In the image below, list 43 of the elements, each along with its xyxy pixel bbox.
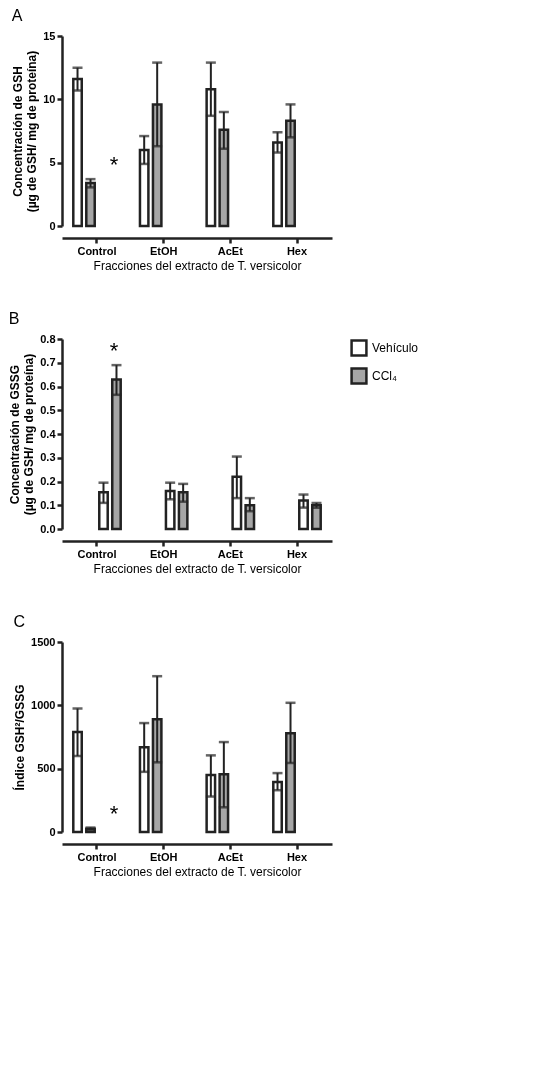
y-axis-title: Concentración de GSSG (µg de GSH/ mg de proteína)	[8, 353, 37, 516]
chart-title: A	[11, 7, 23, 24]
x-tick-label: AcEt	[217, 547, 244, 560]
x-axis-title: Fracciones del extracto de T. versicolor	[93, 864, 302, 879]
x-tick-label: EtOH	[149, 547, 178, 560]
y-tick-label: 0.3	[40, 451, 56, 464]
chart-title: C	[13, 613, 26, 630]
y-axis-title: Concentración de GSH (µg de GSH/ mg de proteína)	[11, 50, 40, 213]
x-axis-title: Fracciones del extracto de T. versicolor	[93, 561, 302, 576]
y-tick-label: 0.4	[40, 427, 57, 440]
annotation: *	[109, 800, 119, 826]
y-tick-label: 0.0	[40, 522, 56, 535]
y-tick-label: 15	[43, 29, 56, 42]
x-tick-label: Hex	[286, 547, 308, 560]
legend-label: Vehículo	[372, 341, 419, 355]
y-axis-title: Índice GSH²/GSSG	[12, 684, 28, 791]
y-tick-label: 0.7	[40, 356, 56, 369]
x-tick-label: AcEt	[217, 850, 244, 863]
x-tick-label: AcEt	[217, 244, 244, 257]
chart-title: B	[8, 310, 20, 327]
x-tick-label: Control	[77, 850, 117, 863]
x-tick-label: Hex	[286, 244, 308, 257]
y-tick-label: 0	[49, 825, 56, 838]
y-tick-label: 0.1	[40, 498, 56, 511]
y-tick-label: 5	[49, 156, 56, 169]
x-tick-label: Hex	[286, 850, 308, 863]
y-tick-label: 0.8	[40, 332, 56, 345]
y-tick-label: 0	[49, 219, 56, 232]
y-tick-label: 0.6	[40, 380, 56, 392]
y-tick-label: 500	[37, 762, 56, 775]
x-axis-title: Fracciones del extracto de T. versicolor	[93, 258, 302, 273]
x-tick-label: EtOH	[149, 244, 178, 257]
annotation: *	[109, 338, 119, 364]
y-tick-label: 1000	[31, 698, 56, 711]
y-tick-label: 1500	[31, 635, 56, 648]
annotation: *	[109, 152, 119, 178]
legend-label: CCl₄	[372, 369, 397, 383]
x-tick-label: Control	[77, 547, 117, 560]
x-tick-label: EtOH	[149, 850, 178, 863]
y-tick-label: 0.2	[40, 475, 56, 487]
y-tick-label: 10	[43, 92, 56, 105]
x-tick-label: Control	[77, 244, 117, 257]
y-tick-label: 0.5	[40, 403, 56, 416]
